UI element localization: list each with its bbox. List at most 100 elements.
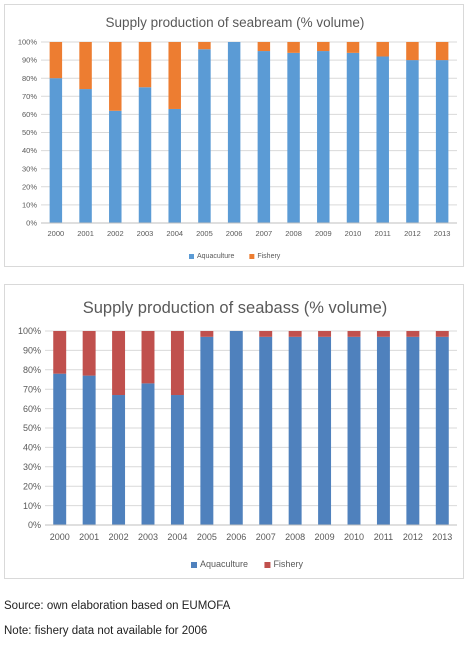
seabream-x-tick-label: 2004 xyxy=(166,229,183,238)
seabream-x-tick-label: 2013 xyxy=(434,229,451,238)
seabass-bar-fishery-2001 xyxy=(82,331,96,376)
seabream-bar-fishery-2007 xyxy=(257,42,271,52)
seabream-x-tick-label: 2007 xyxy=(256,229,273,238)
seabream-y-tick-label: 30% xyxy=(22,164,37,173)
seabream-bar-fishery-2008 xyxy=(287,42,300,53)
seabream-y-tick-label: 60% xyxy=(22,110,37,119)
seabass-y-tick-label: 50% xyxy=(23,423,41,433)
seabream-bar-aquaculture-2006 xyxy=(227,42,241,223)
seabream-x-tick-label: 2001 xyxy=(77,229,94,238)
seabass-x-tick-label: 2010 xyxy=(344,532,364,542)
seabream-y-tick-label: 100% xyxy=(18,38,38,47)
seabass-y-tick-label: 10% xyxy=(23,501,41,511)
seabream-bar-aquaculture-2009 xyxy=(317,51,330,223)
seabream-legend-swatch-aquaculture xyxy=(189,254,194,259)
seabass-y-tick-label: 70% xyxy=(23,384,41,394)
seabass-bar-aquaculture-2001 xyxy=(82,375,96,525)
seabream-x-tick-label: 2011 xyxy=(375,229,391,238)
seabream-chart-panel: Supply production of seabream (% volume)… xyxy=(4,4,464,267)
seabream-bar-aquaculture-2005 xyxy=(198,49,211,223)
seabass-bar-fishery-2010 xyxy=(347,331,361,337)
seabream-legend-swatch-fishery xyxy=(249,254,255,259)
seabass-bar-aquaculture-2007 xyxy=(259,336,273,525)
seabream-bar-aquaculture-2008 xyxy=(287,52,300,223)
seabass-bar-fishery-2000 xyxy=(53,331,67,374)
seabass-y-tick-label: 30% xyxy=(23,462,41,472)
seabream-bar-aquaculture-2001 xyxy=(79,89,92,223)
seabass-x-tick-label: 2004 xyxy=(167,532,187,542)
seabream-bar-fishery-2013 xyxy=(435,42,449,61)
seabass-bar-fishery-2012 xyxy=(406,331,420,337)
seabream-bar-aquaculture-2004 xyxy=(168,108,181,223)
seabream-bar-aquaculture-2002 xyxy=(109,110,122,223)
seabass-y-tick-label: 20% xyxy=(23,481,41,491)
seabream-y-tick-label: 50% xyxy=(22,128,37,137)
seabass-bar-fishery-2004 xyxy=(170,331,184,396)
seabass-y-tick-label: 100% xyxy=(18,326,41,336)
seabass-x-tick-label: 2012 xyxy=(403,532,423,542)
seabream-y-tick-label: 40% xyxy=(22,146,37,155)
seabass-x-tick-label: 2002 xyxy=(109,532,129,542)
seabass-x-tick-label: 2009 xyxy=(315,532,335,542)
seabream-bar-fishery-2002 xyxy=(109,42,122,111)
seabass-bar-fishery-2005 xyxy=(200,331,214,337)
seabass-legend-label-fishery: Fishery xyxy=(273,559,303,569)
seabass-bar-aquaculture-2009 xyxy=(318,336,332,525)
seabream-x-tick-label: 2008 xyxy=(285,229,302,238)
seabream-legend-label-fishery: Fishery xyxy=(257,253,280,260)
seabream-y-tick-label: 70% xyxy=(22,92,37,101)
seabass-x-tick-label: 2006 xyxy=(226,532,246,542)
seabream-bar-fishery-2004 xyxy=(168,42,181,109)
seabream-bar-fishery-2000 xyxy=(49,42,63,79)
seabass-bar-aquaculture-2013 xyxy=(435,336,449,525)
seabream-bar-aquaculture-2012 xyxy=(406,60,419,223)
seabream-bar-aquaculture-2013 xyxy=(435,60,449,223)
seabream-y-tick-label: 80% xyxy=(22,74,37,83)
seabream-x-tick-label: 2009 xyxy=(315,229,332,238)
seabass-bar-aquaculture-2000 xyxy=(53,373,67,525)
seabream-y-tick-label: 90% xyxy=(22,56,37,65)
source-note: Source: own elaboration based on EUMOFA xyxy=(4,600,231,612)
seabass-bar-fishery-2009 xyxy=(318,331,332,337)
seabream-y-tick-label: 10% xyxy=(22,201,37,210)
seabass-bar-fishery-2011 xyxy=(376,331,390,337)
seabream-bar-fishery-2011 xyxy=(376,42,389,57)
seabass-bar-aquaculture-2008 xyxy=(288,336,302,525)
seabass-x-tick-label: 2000 xyxy=(50,532,70,542)
seabass-bar-aquaculture-2003 xyxy=(141,383,155,525)
seabass-x-tick-label: 2005 xyxy=(197,532,217,542)
seabass-bar-fishery-2013 xyxy=(435,331,449,337)
seabream-y-tick-label: 20% xyxy=(22,182,37,191)
fishery-note: Note: fishery data not available for 200… xyxy=(4,625,208,637)
seabass-bar-aquaculture-2010 xyxy=(347,336,361,525)
seabream-x-tick-label: 2000 xyxy=(48,229,65,238)
seabream-bar-aquaculture-2000 xyxy=(49,78,63,223)
seabass-bar-fishery-2008 xyxy=(288,331,302,337)
seabream-x-tick-label: 2006 xyxy=(226,229,243,238)
seabream-x-tick-label: 2010 xyxy=(345,229,362,238)
seabass-bar-aquaculture-2002 xyxy=(112,395,126,525)
seabream-bar-aquaculture-2003 xyxy=(138,87,152,223)
seabass-chart-title: Supply production of seabass (% volume) xyxy=(83,299,388,317)
seabream-bar-fishery-2005 xyxy=(198,42,211,50)
seabream-bar-fishery-2003 xyxy=(138,42,152,88)
seabass-legend-label-aquaculture: Aquaculture xyxy=(200,559,248,569)
seabream-bar-fishery-2012 xyxy=(406,42,419,61)
seabass-legend-swatch-aquaculture xyxy=(191,562,197,568)
seabream-legend-label-aquaculture: Aquaculture xyxy=(197,253,234,260)
seabass-bar-aquaculture-2006 xyxy=(229,331,243,525)
seabream-chart-title: Supply production of seabream (% volume) xyxy=(106,15,365,30)
seabass-bar-fishery-2007 xyxy=(259,331,273,337)
seabream-x-tick-label: 2002 xyxy=(107,229,124,238)
seabass-y-tick-label: 90% xyxy=(23,346,41,356)
seabream-bar-fishery-2010 xyxy=(346,42,360,53)
seabass-x-tick-label: 2013 xyxy=(432,532,452,542)
seabass-bar-aquaculture-2012 xyxy=(406,336,420,525)
seabass-x-tick-label: 2001 xyxy=(79,532,99,542)
seabass-legend-swatch-fishery xyxy=(264,562,271,568)
seabass-bar-aquaculture-2004 xyxy=(170,395,184,525)
seabream-bar-fishery-2009 xyxy=(317,42,330,52)
seabass-bar-aquaculture-2005 xyxy=(200,336,214,525)
seabass-x-tick-label: 2007 xyxy=(256,532,276,542)
seabass-chart: Supply production of seabass (% volume) 0… xyxy=(18,299,457,569)
